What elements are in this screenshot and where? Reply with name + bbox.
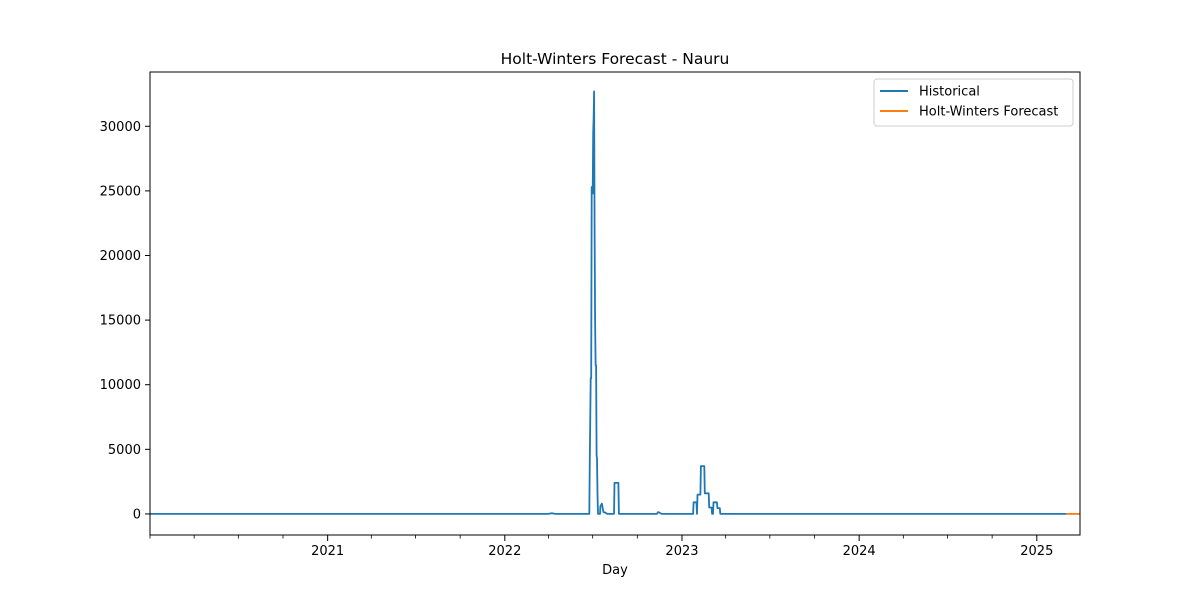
x-axis-label: Day [602,563,628,578]
y-axis: 0 5000 10000 15000 20000 25000 30000 [100,120,150,522]
y-tick-label: 30000 [100,120,141,135]
series-layer [150,90,1080,515]
legend-box [873,78,1074,127]
legend-label-0: Historical [919,85,980,100]
x-tick-label: 2024 [843,544,876,559]
x-tick-label: 2023 [665,544,698,559]
x-tick-label: 2021 [311,544,344,559]
series-line-0 [150,90,1067,515]
y-tick-label: 15000 [100,314,141,329]
x-tick-label: 2022 [488,544,521,559]
y-tick-label: 0 [133,507,141,522]
y-tick-label: 5000 [108,443,141,458]
axes-frame [149,71,1081,536]
x-tick-label: 2025 [1020,544,1053,559]
plot-area [149,71,1081,536]
y-tick-label: 25000 [100,184,141,199]
legend: Historical Holt-Winters Forecast [873,78,1074,127]
chart-title: Holt-Winters Forecast - Nauru [501,50,730,68]
y-tick-label: 20000 [100,249,141,264]
y-tick-label: 10000 [100,378,141,393]
x-axis: 2021 2022 2023 2024 2025 [149,535,1053,559]
legend-label-1: Holt-Winters Forecast [919,105,1058,120]
